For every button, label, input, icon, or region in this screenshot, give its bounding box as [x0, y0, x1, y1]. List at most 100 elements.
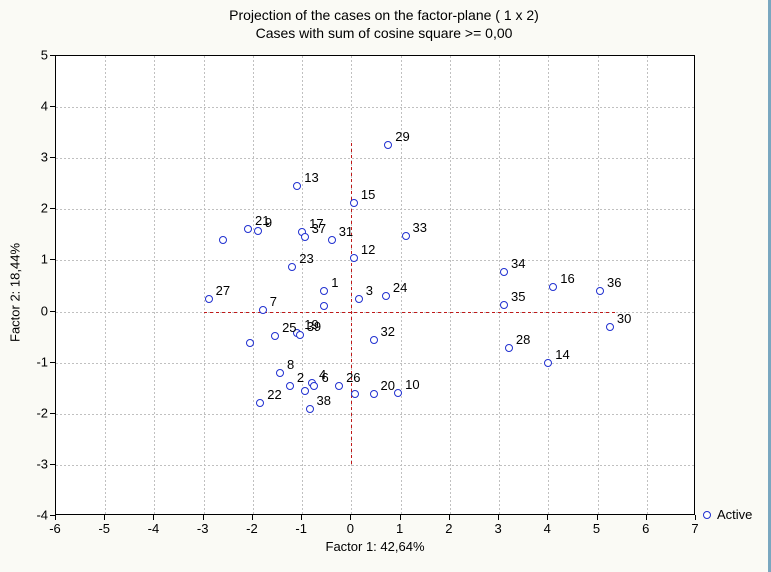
- x-tick: [104, 515, 105, 520]
- y-tick-label: 3: [30, 150, 48, 165]
- data-point: [288, 263, 296, 271]
- data-point-label: 26: [346, 370, 360, 385]
- data-point-label: 20: [381, 378, 395, 393]
- gridline-v: [105, 56, 106, 514]
- data-point-label: 13: [304, 170, 318, 185]
- data-point: [505, 344, 513, 352]
- data-point-label: 31: [339, 224, 353, 239]
- data-point-label: 24: [393, 280, 407, 295]
- data-point-label: 29: [395, 129, 409, 144]
- y-axis-title: Factor 2: 18,44%: [8, 243, 23, 342]
- x-tick-label: -1: [295, 521, 307, 536]
- data-point: [276, 369, 284, 377]
- chart-titles: Projection of the cases on the factor-pl…: [0, 0, 768, 42]
- y-tick: [50, 157, 55, 158]
- x-tick: [153, 515, 154, 520]
- x-tick-label: 1: [396, 521, 403, 536]
- data-point: [296, 331, 304, 339]
- data-point: [205, 295, 213, 303]
- data-point-label: 2: [297, 370, 304, 385]
- data-point: [606, 323, 614, 331]
- data-point-label: 14: [555, 347, 569, 362]
- data-point: [544, 359, 552, 367]
- y-tick: [50, 362, 55, 363]
- title-line-1: Projection of the cases on the factor-pl…: [0, 6, 768, 24]
- data-point: [394, 389, 402, 397]
- y-tick-label: 2: [30, 201, 48, 216]
- data-point: [500, 268, 508, 276]
- data-point-label: 15: [361, 187, 375, 202]
- y-tick-label: -2: [30, 405, 48, 420]
- x-tick: [547, 515, 548, 520]
- data-point: [254, 227, 262, 235]
- data-point: [370, 390, 378, 398]
- data-point-label: 39: [307, 319, 321, 334]
- x-tick: [498, 515, 499, 520]
- title-line-2: Cases with sum of cosine square >= 0,00: [0, 24, 768, 42]
- x-tick-label: 2: [445, 521, 452, 536]
- data-point: [310, 382, 318, 390]
- data-point-label: 36: [607, 275, 621, 290]
- y-tick: [50, 464, 55, 465]
- x-tick: [55, 515, 56, 520]
- gridline-v: [154, 56, 155, 514]
- y-tick-label: -1: [30, 354, 48, 369]
- data-point: [246, 339, 254, 347]
- data-point: [320, 287, 328, 295]
- data-point-label: 1: [331, 275, 338, 290]
- data-point: [271, 332, 279, 340]
- data-point-label: 7: [270, 294, 277, 309]
- y-tick-label: 0: [30, 303, 48, 318]
- data-point-label: 6: [321, 370, 328, 385]
- data-point: [259, 306, 267, 314]
- x-axis-title: Factor 1: 42,64%: [326, 539, 425, 554]
- data-point-label: 3: [366, 283, 373, 298]
- gridline-h: [56, 363, 694, 364]
- zero-line-v: [351, 143, 352, 465]
- data-point: [350, 254, 358, 262]
- gridline-v: [253, 56, 254, 514]
- gridline-h: [56, 158, 694, 159]
- x-tick: [449, 515, 450, 520]
- gridline-v: [450, 56, 451, 514]
- y-tick: [50, 208, 55, 209]
- data-point-label: 37: [312, 221, 326, 236]
- data-point-label: 33: [413, 220, 427, 235]
- x-tick: [203, 515, 204, 520]
- y-tick-label: 4: [30, 99, 48, 114]
- x-tick-label: 4: [544, 521, 551, 536]
- gridline-h: [56, 107, 694, 108]
- gridline-h: [56, 209, 694, 210]
- y-tick-label: 1: [30, 252, 48, 267]
- data-point-label: 34: [511, 256, 525, 271]
- data-point-label: 25: [282, 320, 296, 335]
- chart-panel: Projection of the cases on the factor-pl…: [0, 0, 771, 572]
- data-point-label: 8: [287, 357, 294, 372]
- gridline-v: [499, 56, 500, 514]
- x-tick: [597, 515, 598, 520]
- x-tick: [301, 515, 302, 520]
- data-point-label: 16: [560, 271, 574, 286]
- data-point-label: 10: [405, 377, 419, 392]
- data-point: [328, 236, 336, 244]
- data-point-label: 27: [216, 283, 230, 298]
- data-point: [293, 182, 301, 190]
- data-point: [384, 141, 392, 149]
- x-tick-label: 7: [691, 521, 698, 536]
- data-point: [256, 399, 264, 407]
- x-tick-label: -2: [246, 521, 258, 536]
- data-point-label: 38: [317, 393, 331, 408]
- data-point: [549, 283, 557, 291]
- data-point-label: 35: [511, 289, 525, 304]
- data-point: [355, 295, 363, 303]
- x-tick: [350, 515, 351, 520]
- data-point-label: 32: [381, 324, 395, 339]
- data-point: [306, 405, 314, 413]
- gridline-h: [56, 260, 694, 261]
- x-tick-label: -5: [98, 521, 110, 536]
- legend-label: Active: [717, 507, 752, 522]
- data-point: [350, 199, 358, 207]
- data-point: [402, 232, 410, 240]
- y-tick: [50, 311, 55, 312]
- data-point: [320, 302, 328, 310]
